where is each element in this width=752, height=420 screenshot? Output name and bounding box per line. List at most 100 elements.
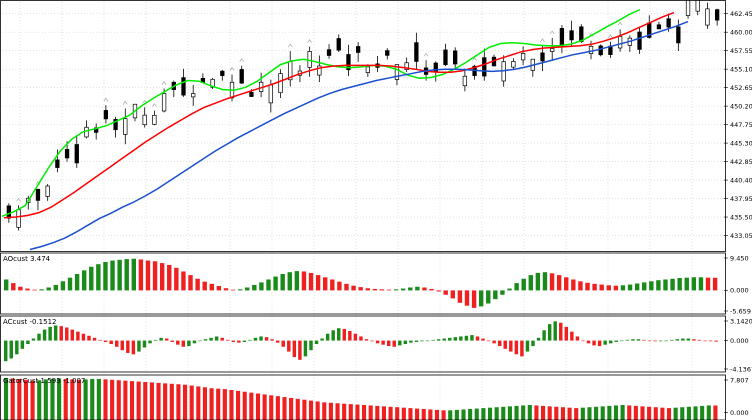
histogram-bar bbox=[553, 321, 557, 341]
histogram-bar bbox=[600, 406, 605, 420]
candle-body bbox=[695, 0, 700, 12]
histogram-bar bbox=[308, 272, 314, 291]
histogram-bar bbox=[507, 406, 512, 420]
histogram-bar bbox=[660, 407, 665, 420]
histogram-bar bbox=[693, 406, 698, 420]
histogram-bar bbox=[87, 335, 91, 341]
histogram-bar bbox=[527, 405, 532, 420]
histogram-bar bbox=[273, 276, 278, 291]
candle-body bbox=[55, 159, 60, 168]
histogram-bar bbox=[370, 340, 374, 342]
candle-body bbox=[559, 28, 565, 47]
histogram-bar bbox=[493, 290, 498, 300]
histogram-bar bbox=[642, 339, 646, 341]
y-tick-label: 0.000 bbox=[730, 409, 749, 417]
histogram-bar bbox=[348, 330, 352, 341]
histogram-bar bbox=[262, 394, 267, 420]
histogram-bar bbox=[567, 407, 572, 420]
histogram-bar bbox=[503, 340, 507, 349]
histogram-bar bbox=[303, 340, 308, 357]
histogram-bar bbox=[408, 408, 413, 420]
y-tick-label: 450.20 bbox=[730, 102, 752, 110]
histogram-bar bbox=[415, 286, 420, 291]
histogram-bar bbox=[521, 278, 526, 291]
histogram-bar bbox=[712, 277, 718, 291]
histogram-bar bbox=[183, 384, 188, 420]
histogram-bar bbox=[705, 277, 711, 291]
histogram-bar bbox=[195, 278, 200, 291]
histogram-bar bbox=[237, 340, 241, 343]
histogram-bar bbox=[436, 290, 441, 292]
histogram-bar bbox=[294, 271, 300, 291]
histogram-bar bbox=[203, 339, 208, 341]
histogram-bar bbox=[368, 405, 373, 420]
histogram-bar bbox=[359, 336, 363, 341]
histogram-bar bbox=[209, 283, 214, 291]
fractal-marker bbox=[617, 21, 623, 26]
histogram-bar bbox=[534, 405, 539, 420]
histogram-bar bbox=[259, 336, 263, 341]
histogram-bar bbox=[4, 340, 8, 362]
histogram-bar bbox=[362, 405, 367, 420]
histogram-bar bbox=[337, 328, 341, 341]
histogram-bar bbox=[253, 337, 258, 341]
histogram-bar bbox=[181, 340, 186, 347]
histogram-bar bbox=[4, 279, 9, 291]
histogram-bar bbox=[81, 270, 87, 291]
histogram-bar bbox=[17, 378, 22, 420]
histogram-bar bbox=[264, 337, 269, 341]
histogram-bar bbox=[83, 379, 88, 420]
y-tick-label: 435.50 bbox=[730, 213, 752, 221]
candle-body bbox=[181, 77, 186, 96]
y-tick-label: 440.40 bbox=[730, 176, 752, 184]
histogram-bar bbox=[188, 275, 193, 291]
histogram-bar bbox=[599, 284, 604, 291]
histogram-bar bbox=[631, 339, 635, 341]
histogram-bar bbox=[481, 338, 485, 341]
histogram-bar bbox=[189, 385, 194, 420]
y-tick-label: -5.659 bbox=[730, 307, 751, 315]
histogram-bar bbox=[216, 388, 221, 420]
histogram-bar bbox=[448, 337, 452, 341]
candle-body bbox=[74, 144, 79, 164]
candle-body bbox=[317, 65, 322, 76]
histogram-bar bbox=[625, 339, 630, 341]
histogram-bar bbox=[187, 340, 191, 347]
histogram-bar bbox=[420, 340, 424, 342]
histogram-bar bbox=[708, 340, 713, 342]
histogram-bar bbox=[110, 260, 115, 291]
histogram-bar bbox=[220, 337, 224, 341]
histogram-bar bbox=[30, 380, 35, 420]
histogram-bar bbox=[536, 337, 541, 341]
candle-body bbox=[355, 46, 361, 53]
histogram-bar bbox=[640, 406, 645, 420]
histogram-bar bbox=[386, 289, 392, 291]
histogram-bar bbox=[403, 340, 408, 345]
histogram-bar bbox=[192, 340, 197, 344]
candle-body bbox=[278, 73, 283, 94]
histogram-bar bbox=[574, 408, 579, 420]
histogram-bar bbox=[500, 290, 505, 295]
candle-body bbox=[666, 18, 671, 28]
histogram-bar bbox=[429, 288, 434, 291]
histogram-bar bbox=[614, 340, 618, 342]
y-tick-label: 452.65 bbox=[730, 84, 752, 92]
histogram-bar bbox=[620, 340, 624, 342]
histogram-bar bbox=[607, 405, 612, 420]
histogram-bar bbox=[242, 340, 247, 342]
histogram-bar bbox=[706, 405, 711, 420]
candle-body bbox=[307, 51, 312, 68]
histogram-bar bbox=[680, 407, 685, 420]
candle-body bbox=[705, 8, 710, 26]
histogram-bar bbox=[25, 288, 30, 291]
candle-body bbox=[453, 50, 458, 65]
histogram-bar bbox=[90, 378, 95, 420]
histogram-bar bbox=[103, 379, 108, 420]
candle-body bbox=[64, 149, 70, 159]
histogram-bar bbox=[627, 405, 632, 420]
candle-body bbox=[714, 9, 720, 21]
histogram-bar bbox=[103, 340, 108, 342]
histogram-bar bbox=[117, 259, 122, 291]
histogram-bar bbox=[163, 383, 168, 420]
histogram-bar bbox=[275, 396, 280, 420]
